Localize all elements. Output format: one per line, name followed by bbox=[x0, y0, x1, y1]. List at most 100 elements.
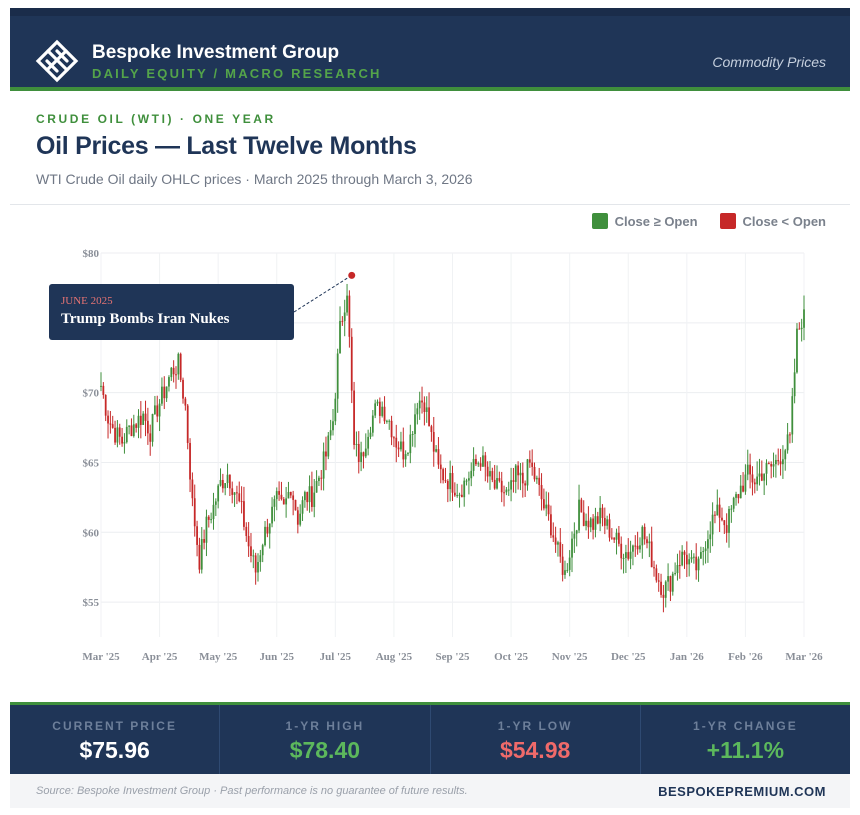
candle-body bbox=[744, 474, 747, 492]
x-tick-label: Oct '25 bbox=[494, 651, 528, 663]
candle-body bbox=[599, 507, 602, 524]
candle-body bbox=[416, 408, 419, 415]
stat-value: $78.40 bbox=[289, 737, 361, 763]
candle-body bbox=[264, 526, 266, 546]
candle-body bbox=[247, 535, 250, 547]
candle-body bbox=[615, 532, 618, 540]
candle-body bbox=[601, 507, 604, 518]
candle-body bbox=[189, 442, 191, 480]
chart-legend: Close ≥ Open Close < Open bbox=[591, 213, 826, 229]
candle-body bbox=[364, 448, 367, 457]
chart-kicker: CRUDE OIL (WTI) · ONE YEAR bbox=[36, 112, 276, 126]
candle-body bbox=[402, 441, 405, 460]
candle-body bbox=[207, 516, 210, 520]
candle-body bbox=[770, 464, 773, 467]
candle-body bbox=[196, 526, 198, 545]
candle-body bbox=[660, 581, 662, 595]
annotation-text: Trump Bombs Iran Nukes bbox=[61, 311, 230, 327]
candle-body bbox=[692, 556, 695, 558]
candle-body bbox=[566, 569, 569, 571]
candle-body bbox=[153, 405, 156, 415]
candle-body bbox=[702, 550, 705, 553]
candle-body bbox=[742, 485, 744, 492]
stat-value: $54.98 bbox=[499, 737, 571, 763]
candle-body bbox=[552, 535, 555, 538]
candle-body bbox=[163, 386, 166, 399]
site-link[interactable]: BESPOKEPREMIUM.COM bbox=[658, 784, 826, 799]
candle-body bbox=[439, 464, 442, 470]
candle-body bbox=[280, 494, 283, 500]
candle-body bbox=[376, 401, 379, 404]
candle-body bbox=[285, 498, 288, 505]
candle-body bbox=[517, 465, 520, 476]
candle-body bbox=[521, 472, 524, 484]
y-tick-label: $80 bbox=[83, 248, 100, 260]
candle-body bbox=[311, 486, 313, 507]
candle-body bbox=[139, 415, 142, 425]
candle-body bbox=[421, 400, 423, 403]
candle-body bbox=[275, 491, 278, 500]
candle-body bbox=[528, 459, 531, 463]
stat-current-price: CURRENT PRICE $75.96 bbox=[10, 705, 221, 774]
candle-body bbox=[786, 434, 789, 451]
stats-bar: CURRENT PRICE $75.96 1-YR HIGH $78.40 1-… bbox=[10, 702, 850, 774]
candle-body bbox=[573, 533, 576, 539]
candle-body bbox=[367, 436, 370, 449]
candle-body bbox=[547, 504, 550, 515]
candle-body bbox=[695, 556, 698, 571]
candle-body bbox=[362, 452, 365, 457]
y-tick-label: $55 bbox=[83, 597, 100, 609]
candle-body bbox=[104, 395, 107, 416]
bespoke-logo-icon bbox=[35, 39, 79, 83]
candle-body bbox=[667, 576, 669, 582]
stat-label: 1-YR LOW bbox=[497, 719, 573, 733]
candle-body bbox=[444, 480, 447, 482]
candle-body bbox=[627, 552, 630, 559]
candle-body bbox=[685, 554, 688, 565]
candle-body bbox=[683, 551, 686, 555]
candle-body bbox=[470, 470, 473, 479]
x-axis-ticks: Mar '25 Apr '25 May '25 Jun '25 Jul '25 Aug '… bbox=[82, 651, 823, 663]
candle-body bbox=[758, 473, 761, 477]
candle-body bbox=[636, 545, 639, 550]
candle-body bbox=[151, 414, 154, 442]
candle-body bbox=[519, 472, 522, 476]
candle-body bbox=[240, 501, 243, 503]
candle-body bbox=[486, 466, 489, 477]
candle-body bbox=[388, 420, 391, 422]
candle-body bbox=[137, 415, 140, 428]
candle-body bbox=[765, 463, 768, 474]
candle-body bbox=[475, 458, 477, 465]
candle-body bbox=[779, 461, 782, 465]
candle-body bbox=[231, 488, 234, 495]
candle-body bbox=[369, 432, 372, 437]
candle-body bbox=[629, 551, 632, 559]
legend-item-up: Close ≥ Open bbox=[591, 213, 698, 229]
candle-body bbox=[451, 473, 454, 493]
candle-body bbox=[308, 486, 311, 503]
candle-body bbox=[374, 403, 377, 416]
candle-body bbox=[355, 443, 358, 445]
candle-body bbox=[739, 485, 742, 499]
x-tick-label: Jul '25 bbox=[320, 651, 352, 663]
candle-body bbox=[606, 519, 609, 526]
candle-body bbox=[564, 570, 566, 575]
candle-body bbox=[200, 539, 203, 570]
legend-item-down: Close < Open bbox=[719, 213, 826, 229]
candle-body bbox=[205, 516, 208, 543]
candle-body bbox=[732, 497, 735, 509]
candle-body bbox=[411, 433, 414, 435]
candle-body bbox=[709, 534, 712, 540]
stat-label: 1-YR CHANGE bbox=[693, 719, 798, 733]
candle-body bbox=[123, 442, 126, 444]
candle-body bbox=[292, 495, 295, 500]
candle-body bbox=[774, 459, 777, 465]
stat-1yr-low: 1-YR LOW $54.98 bbox=[431, 705, 641, 774]
candles bbox=[100, 283, 805, 613]
candle-body bbox=[390, 420, 393, 438]
candle-body bbox=[456, 495, 459, 497]
candle-body bbox=[505, 489, 508, 493]
legend-swatch-up bbox=[591, 213, 608, 229]
candle-body bbox=[468, 478, 470, 481]
